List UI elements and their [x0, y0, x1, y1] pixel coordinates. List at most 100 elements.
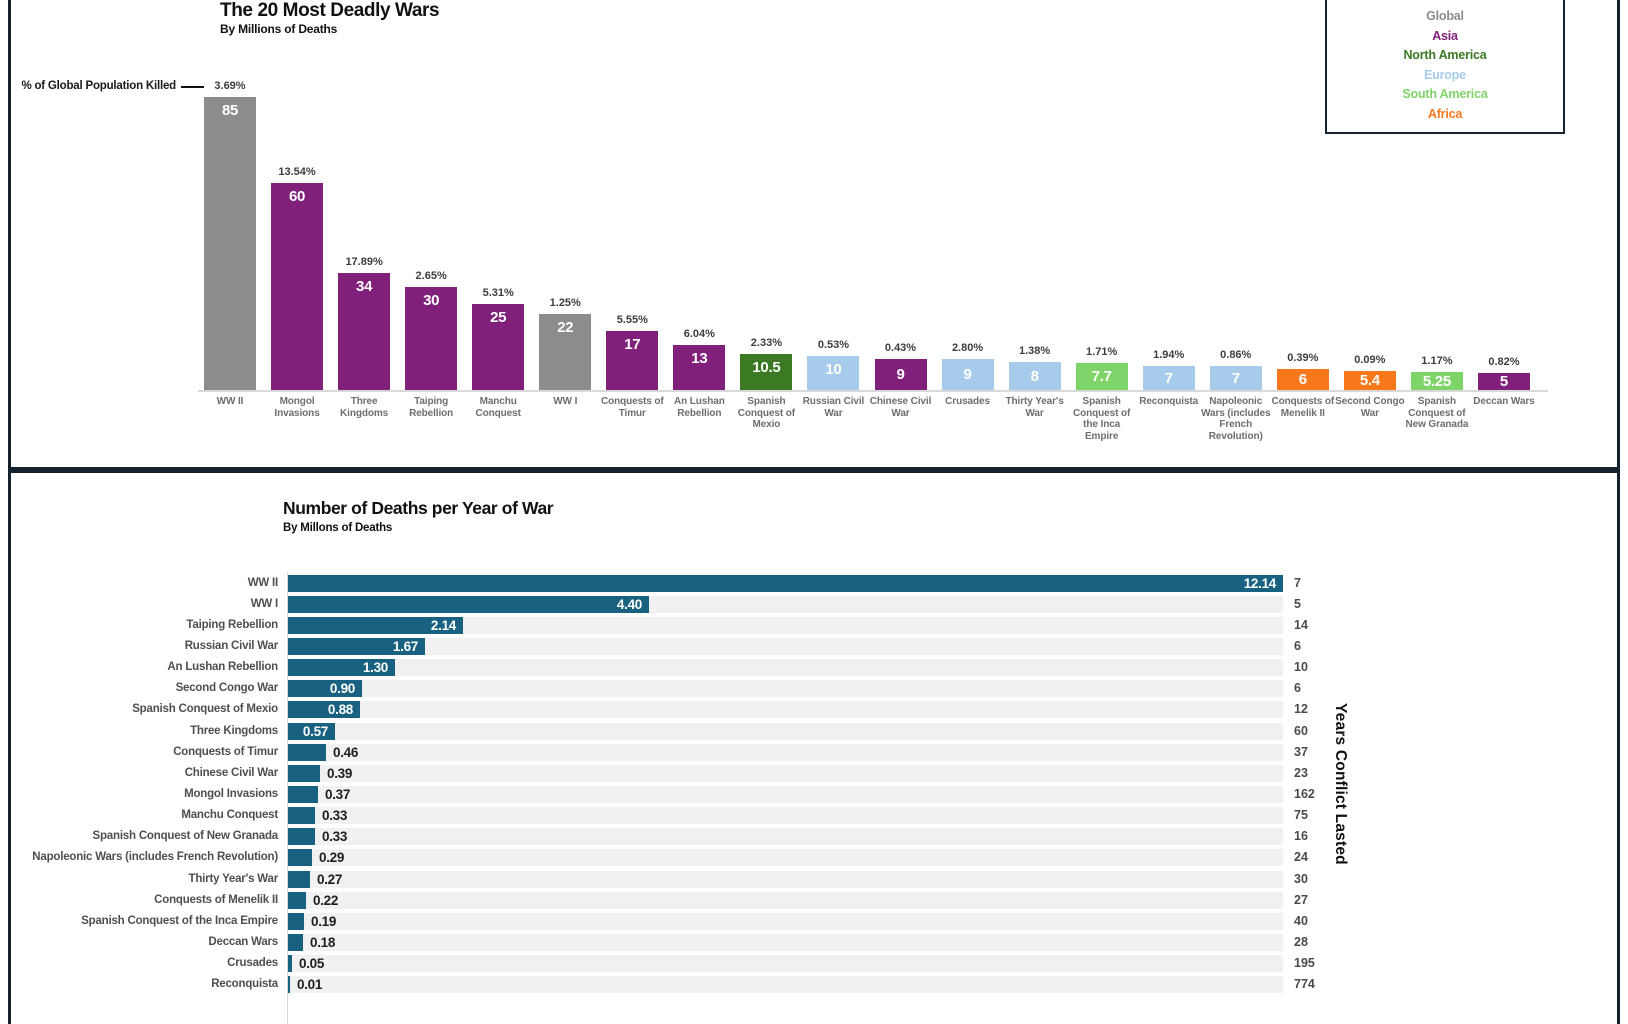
x-axis-label: Chinese Civil War — [869, 396, 932, 419]
row-value: 0.05 — [299, 956, 325, 971]
row-value: 2.14 — [430, 618, 456, 633]
top-bar: 60 — [271, 183, 324, 390]
percent-label: 5.55% — [616, 314, 648, 326]
row-label: WW I — [250, 598, 279, 610]
legend-item: Africa — [1427, 106, 1463, 121]
top-bar: 34 — [338, 273, 391, 390]
x-axis-label: Thirty Year's War — [1005, 396, 1064, 419]
row-label: Napoleonic Wars (includes French Revolut… — [32, 851, 278, 863]
row-bar: 0.57 — [288, 723, 335, 740]
years-value: 10 — [1294, 660, 1308, 674]
row-label: Russian Civil War — [184, 640, 279, 652]
top-bar-value: 13 — [691, 350, 708, 367]
years-value: 28 — [1294, 935, 1308, 949]
top-bar-value: 7 — [1231, 369, 1240, 387]
top-bar: 7.7 — [1075, 363, 1128, 390]
row-label: Spanish Conquest of Mexio — [132, 703, 278, 715]
top-bar: 22 — [539, 314, 592, 390]
row-value: 0.18 — [310, 935, 336, 950]
percent-label: 0.82% — [1488, 356, 1520, 368]
bottom-chart-subtitle: By Millons of Deaths — [283, 522, 393, 534]
legend-item: Europe — [1424, 67, 1466, 82]
percent-label: 2.80% — [951, 342, 984, 354]
row-bar — [288, 828, 315, 845]
bottom-chart-title: Number of Deaths per Year of War — [283, 498, 554, 518]
x-axis-label: Spanish Conquest of Mexio — [737, 396, 795, 430]
row-label: Thirty Year's War — [188, 873, 279, 885]
row-track: 0.57 — [288, 723, 1283, 740]
row-track: 1.67 — [288, 638, 1283, 655]
row-track — [288, 871, 1283, 888]
row-label: Chinese Civil War — [184, 767, 279, 779]
percent-label: 17.89% — [345, 256, 383, 268]
percent-label: 2.33% — [750, 337, 782, 349]
top-bar-value: 5.25 — [1422, 372, 1451, 390]
percent-label: 1.17% — [1421, 355, 1453, 367]
top-x-axis-line — [198, 390, 1548, 392]
years-value: 24 — [1294, 850, 1308, 864]
top-bar-value: 5 — [1499, 373, 1508, 390]
row-track — [288, 744, 1283, 761]
row-value: 12.14 — [1243, 576, 1277, 591]
legend-item: Global — [1426, 9, 1464, 23]
annotation-pointer-line — [181, 86, 204, 88]
x-axis-label: Russian Civil War — [802, 396, 865, 419]
percent-label: 13.54% — [278, 166, 316, 178]
percent-label: 0.09% — [1354, 354, 1386, 366]
top-bar-value: 10.5 — [752, 359, 781, 376]
years-value: 23 — [1294, 766, 1308, 780]
legend-item: South America — [1402, 87, 1488, 102]
percent-label: 1.94% — [1153, 349, 1185, 361]
row-value: 0.29 — [319, 850, 345, 865]
years-value: 60 — [1294, 724, 1308, 738]
years-value: 6 — [1294, 681, 1301, 695]
top-bar: 85 — [204, 97, 256, 390]
x-axis-label: Taiping Rebellion — [409, 396, 454, 419]
years-value: 774 — [1294, 977, 1315, 991]
row-bar — [288, 744, 326, 761]
percent-label: 1.38% — [1018, 345, 1051, 357]
percent-label: 2.65% — [415, 270, 447, 282]
row-label: Spanish Conquest of the Inca Empire — [81, 915, 278, 927]
x-axis-label: Spanish Conquest of the Inca Empire — [1073, 396, 1131, 442]
row-track — [288, 765, 1283, 782]
top-bar: 5.4 — [1343, 371, 1396, 390]
years-value: 16 — [1294, 829, 1308, 843]
x-axis-label: WW I — [553, 396, 578, 407]
top-bar: 5.25 — [1410, 372, 1463, 390]
row-label: Taiping Rebellion — [186, 619, 278, 631]
row-bar — [288, 807, 315, 824]
row-bar — [288, 765, 320, 782]
top-bar-value: 6 — [1298, 371, 1307, 388]
row-track — [288, 934, 1283, 951]
percent-label: 1.71% — [1086, 346, 1118, 358]
row-track: 0.90 — [288, 680, 1283, 697]
top-bar: 7 — [1209, 366, 1262, 390]
annotation-label: % of Global Population Killed — [21, 80, 176, 92]
years-conflict-lasted-axis-label: Years Conflict Lasted — [1332, 703, 1349, 865]
row-label: Mongol Invasions — [184, 788, 278, 800]
row-bar: 4.40 — [288, 596, 649, 613]
row-bar: 1.67 — [288, 638, 425, 655]
row-value: 0.01 — [297, 977, 323, 992]
top-bar-value: 34 — [356, 278, 373, 295]
row-value: 0.57 — [302, 724, 328, 739]
row-label: Conquests of Menelik II — [154, 894, 278, 906]
top-bar: 10.5 — [740, 354, 793, 390]
x-axis-label: Spanish Conquest of New Granada — [1405, 396, 1469, 430]
row-label: An Lushan Rebellion — [167, 661, 278, 673]
row-label: Manchu Conquest — [181, 809, 278, 821]
years-value: 14 — [1294, 618, 1308, 632]
row-bar: 0.90 — [288, 680, 362, 697]
x-axis-label: Conquests of Menelik II — [1271, 396, 1335, 419]
x-axis-label: Mongol Invasions — [274, 396, 320, 419]
row-label: Crusades — [227, 957, 278, 969]
legend-box: Global Asia North America Europe South Ameri… — [1325, 0, 1565, 134]
row-value: 0.90 — [329, 681, 355, 696]
row-label: Deccan Wars — [208, 936, 278, 948]
row-bar — [288, 892, 306, 909]
row-track — [288, 892, 1283, 909]
top-bar-value: 85 — [221, 102, 239, 119]
row-value: 0.33 — [322, 808, 348, 823]
row-value: 1.67 — [392, 639, 418, 654]
